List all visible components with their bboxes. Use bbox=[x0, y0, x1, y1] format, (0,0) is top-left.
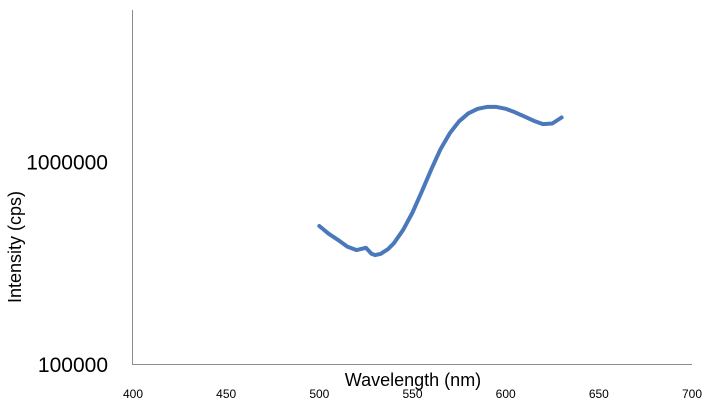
series-group bbox=[317, 104, 564, 258]
y-tick-labels: 100000 1000000 bbox=[26, 152, 108, 378]
x-axis-label: Wavelength (nm) bbox=[345, 370, 481, 390]
x-tick-label-450: 450 bbox=[216, 387, 236, 401]
x-tick-label-400: 400 bbox=[123, 387, 143, 401]
x-tick-label-700: 700 bbox=[682, 387, 702, 401]
x-tick-label-500: 500 bbox=[309, 387, 329, 401]
x-tick-labels: 400 450 500 550 600 650 700 bbox=[123, 387, 702, 401]
x-tick-label-550: 550 bbox=[402, 387, 422, 401]
y-tick-label-1000000: 1000000 bbox=[26, 152, 108, 175]
series-line-0 bbox=[317, 104, 564, 258]
axes bbox=[132, 10, 692, 365]
y-tick-label-100000: 100000 bbox=[38, 354, 108, 377]
x-tick-label-600: 600 bbox=[496, 387, 516, 401]
x-tick-label-650: 650 bbox=[589, 387, 609, 401]
y-axis-label: Intensity (cps) bbox=[5, 191, 25, 303]
